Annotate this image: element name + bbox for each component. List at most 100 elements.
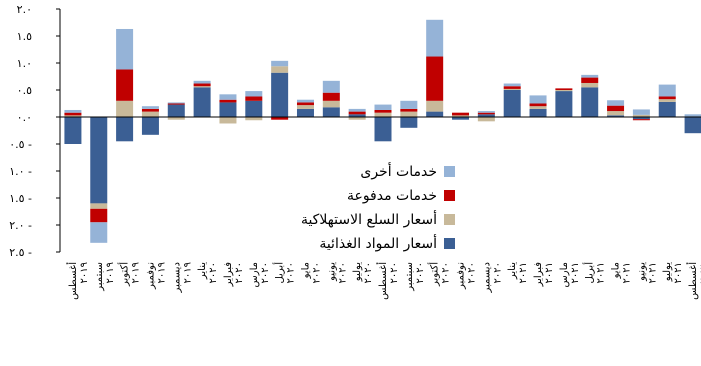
legend-swatch — [444, 166, 455, 177]
x-tick-label: نوفمبر ٢٠١٩ — [145, 262, 167, 290]
bar-segment — [529, 95, 547, 104]
x-tick-month: يونيو — [636, 262, 647, 282]
bar-segment — [477, 117, 495, 122]
bar-segment — [529, 103, 547, 107]
x-tick-year: ٢٠٢٠ — [363, 262, 374, 283]
bar-segment — [400, 111, 418, 117]
x-tick-label: مايو ٢٠٢١ — [611, 262, 633, 283]
bar-segment — [64, 115, 82, 117]
bar-segment — [632, 109, 650, 115]
bar-segment — [271, 60, 289, 67]
bar-segment — [116, 117, 134, 142]
bar-segment — [219, 117, 237, 124]
x-tick-label: ديسمبر ٢٠٢٠ — [481, 262, 503, 293]
bar-segment — [219, 102, 237, 117]
bar-segment — [193, 83, 211, 87]
x-tick-year: ٢٠١٩ — [105, 262, 116, 283]
bar-segment — [477, 112, 495, 115]
bar-segment — [658, 96, 676, 100]
bar-segment — [296, 105, 314, 109]
bar-segment — [322, 80, 340, 93]
x-tick-label: ديسمبر ٢٠١٩ — [171, 262, 193, 293]
x-tick-month: أكتوبر — [118, 262, 131, 287]
bar-segment — [348, 117, 366, 120]
x-tick-year: ٢٠٢١ — [699, 262, 701, 283]
bar-segment — [632, 117, 650, 120]
bar-segment — [64, 117, 82, 144]
bar-segment — [141, 108, 159, 112]
legend-swatch — [444, 238, 455, 249]
x-tick-month: يناير — [507, 262, 518, 280]
x-tick-month: أغسطس — [686, 262, 699, 300]
x-tick-month: سبتمبر — [404, 262, 415, 292]
x-tick-label: أكتوبر ٢٠٢٠ — [428, 262, 452, 287]
x-tick-label: أغسطس٢٠٢١ — [686, 262, 701, 300]
bar-segment — [632, 119, 650, 121]
bar-segment — [271, 117, 289, 120]
bar-segment — [452, 115, 470, 117]
x-tick-month: أبريل — [273, 262, 286, 284]
bar-segment — [219, 99, 237, 103]
x-tick-year: ٢٠١٩ — [79, 262, 90, 283]
bar-segment — [477, 111, 495, 113]
bar-segment — [116, 28, 134, 70]
x-tick-label: أغسطس ٢٠١٩ — [66, 262, 90, 300]
x-tick-month: مايو — [611, 262, 622, 279]
y-tick-label: ١.٠ - — [9, 165, 32, 178]
x-tick-month: ديسمبر — [171, 262, 182, 293]
y-tick-label: ٠.٥ - — [9, 138, 32, 151]
bar-segment — [684, 114, 701, 117]
x-tick-month: يونيو — [326, 262, 337, 282]
bar-segment — [452, 117, 470, 120]
bar-segment — [245, 96, 263, 101]
bar-segment — [193, 80, 211, 84]
bar-segment — [374, 109, 392, 113]
x-tick-year: ٢٠٢٠ — [441, 262, 452, 283]
x-tick-label: مارس ٢٠٢٠ — [249, 262, 271, 287]
x-tick-month: نوفمبر — [145, 262, 156, 290]
x-tick-year: ٢٠٢١ — [622, 262, 633, 283]
bar-segment — [322, 107, 340, 117]
x-tick-year: ٢٠٢١ — [570, 262, 581, 283]
y-tick-label: ٢.٠ — [17, 3, 32, 16]
bar-segment — [64, 112, 82, 116]
bar-segment — [167, 102, 185, 104]
bar-segment — [400, 108, 418, 112]
bar-segment — [296, 108, 314, 117]
bar-segment — [348, 111, 366, 115]
bar-segment — [426, 19, 444, 57]
x-tick-label: يونيو ٢٠٢٠ — [326, 262, 348, 284]
x-tick-month: أغسطس — [66, 262, 79, 300]
bar-segment — [322, 100, 340, 108]
x-tick-label: أبريل ٢٠٢١ — [583, 262, 607, 284]
x-tick-label: سبتمبر ٢٠٢٠ — [404, 262, 426, 292]
bar-segment — [581, 74, 599, 78]
bar-segment — [503, 86, 521, 89]
bar-segment — [167, 104, 185, 117]
chart-legend: خدمات أخرى خدمات مدفوعة أسعار السلع الاسته… — [301, 162, 455, 252]
bar-segment — [555, 90, 573, 92]
x-tick-year: ٢٠٢٠ — [467, 262, 478, 283]
bar-segment — [141, 111, 159, 117]
legend-label: أسعار السلع الاستهلاكية — [301, 210, 437, 228]
bar-segment — [141, 117, 159, 135]
x-tick-month: أغسطس — [376, 262, 389, 300]
legend-swatch — [444, 190, 455, 201]
x-tick-label: سبتمبر ٢٠١٩ — [94, 262, 116, 292]
bar-segment — [193, 86, 211, 88]
bar-segment — [296, 102, 314, 106]
x-tick-year: ٢٠٢٠ — [208, 262, 219, 283]
legend-label: خدمات مدفوعة — [347, 188, 437, 204]
bar-segment — [607, 115, 625, 117]
bar-segment — [167, 117, 185, 120]
x-tick-label: يوليو ٢٠٢٠ — [352, 262, 374, 284]
x-tick-year: ٢٠٢١ — [518, 262, 529, 283]
x-tick-year: ٢٠٢١ — [647, 262, 658, 283]
x-tick-month: ديسمبر — [481, 262, 492, 293]
x-tick-year: ٢٠٢٠ — [311, 262, 322, 283]
x-tick-year: ٢٠٢٠ — [389, 262, 400, 283]
bar-segment — [167, 103, 185, 105]
x-tick-month: يوليو — [662, 262, 673, 282]
x-tick-month: أبريل — [583, 262, 596, 284]
bar-segment — [219, 94, 237, 100]
